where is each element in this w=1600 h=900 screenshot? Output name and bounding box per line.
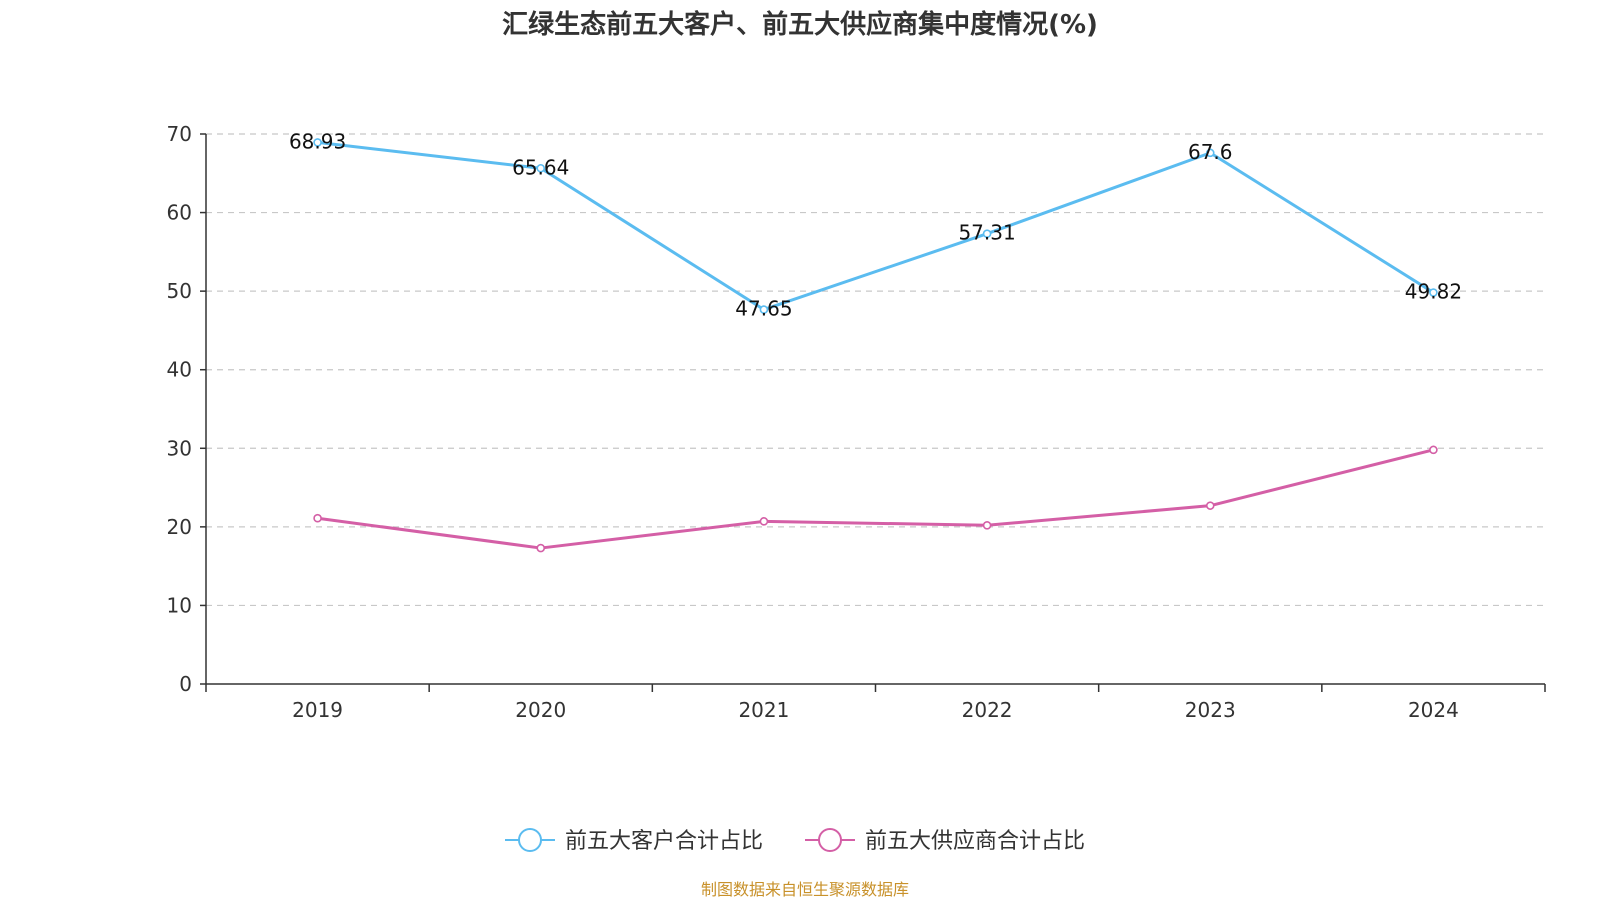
- legend-item-customers[interactable]: 前五大客户合计占比: [505, 828, 763, 854]
- series-line-0: [317, 140, 1435, 312]
- y-tick-label: 50: [167, 279, 192, 303]
- data-label: 68.93: [289, 129, 346, 153]
- y-tick-label: 70: [167, 122, 192, 146]
- legend-marker-suppliers: [818, 828, 842, 852]
- data-point[interactable]: [982, 520, 992, 530]
- y-tick-label: 30: [167, 436, 192, 460]
- data-label: 65.64: [512, 155, 569, 179]
- y-tick-label: 40: [167, 358, 192, 382]
- data-point[interactable]: [1429, 288, 1438, 297]
- legend-marker-customers: [518, 828, 542, 852]
- y-tick-label: 0: [179, 672, 192, 696]
- data-label: 49.82: [1405, 280, 1462, 304]
- data-point[interactable]: [1429, 445, 1438, 455]
- data-point[interactable]: [1205, 148, 1215, 158]
- data-point[interactable]: [982, 229, 992, 239]
- x-tick-label: 2021: [738, 698, 789, 722]
- chart-title: 汇绿生态前五大客户、前五大供应商集中度情况(%): [502, 9, 1098, 40]
- series-layer: [313, 138, 1438, 553]
- data-point[interactable]: [759, 305, 769, 314]
- y-tick-label: 60: [167, 201, 192, 225]
- series-line-1: [317, 448, 1434, 550]
- x-tick-label: 2023: [1185, 698, 1236, 722]
- data-labels: 68.93 65.64 47.65 57.31 67.6 49.82: [289, 129, 1462, 320]
- legend-item-suppliers[interactable]: 前五大供应商合计占比: [805, 828, 1085, 854]
- data-label: 47.65: [735, 297, 792, 321]
- y-tick-label: 10: [167, 593, 192, 617]
- data-label: 67.6: [1188, 140, 1233, 164]
- data-point[interactable]: [313, 513, 322, 523]
- y-tick-label: 20: [167, 515, 192, 539]
- x-tick-label: 2020: [515, 698, 566, 722]
- x-axis: 2019 2020 2021 2022 2023 2024: [205, 683, 1546, 722]
- legend-label-suppliers: 前五大供应商合计占比: [865, 829, 1085, 854]
- data-point[interactable]: [313, 138, 322, 147]
- data-point[interactable]: [759, 517, 769, 526]
- data-point[interactable]: [536, 543, 546, 553]
- legend: 前五大客户合计占比 前五大供应商合计占比: [505, 828, 1085, 854]
- source-note: 制图数据来自恒生聚源数据库: [701, 880, 909, 899]
- data-point[interactable]: [536, 163, 546, 173]
- y-axis: 0 10 20 30 40 50 60 70: [167, 122, 207, 696]
- data-point[interactable]: [1205, 501, 1215, 510]
- x-tick-label: 2022: [962, 698, 1013, 722]
- x-tick-label: 2024: [1408, 698, 1459, 722]
- grid-lines: [206, 133, 1545, 607]
- legend-label-customers: 前五大客户合计占比: [565, 829, 763, 854]
- x-tick-label: 2019: [292, 698, 343, 722]
- data-label: 57.31: [958, 221, 1015, 245]
